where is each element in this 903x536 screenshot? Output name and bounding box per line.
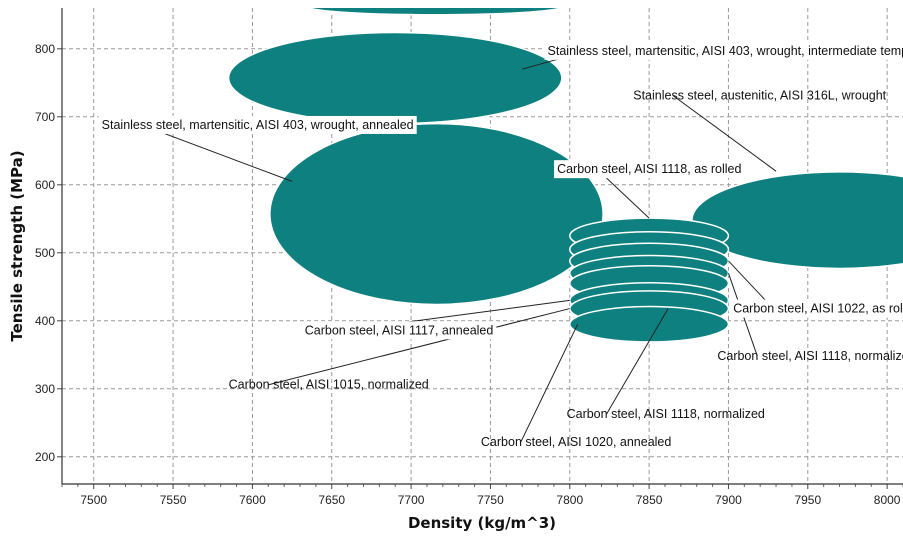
annotation-label: Stainless steel, austenitic, AISI 316L, … (633, 89, 886, 103)
annotation-leader (520, 323, 579, 443)
annotation-leader (268, 308, 570, 386)
annotation-leader (672, 95, 777, 172)
annotation-box (730, 299, 903, 318)
x-tick-label: 7900 (715, 493, 742, 507)
bubble[interactable] (308, 0, 562, 16)
x-tick-label: 7700 (398, 493, 425, 507)
y-tick-label: 800 (35, 42, 55, 56)
x-tick-label: 7750 (477, 493, 504, 507)
axes: 7500 7550 7600 7650 7700 7750 7800 7850 7900 7950… (35, 8, 903, 507)
x-tick-label: 7650 (318, 493, 345, 507)
annotation-label: Carbon steel, AISI 1117, annealed (305, 323, 494, 337)
y-tick-label: 300 (35, 382, 55, 396)
x-tick-label: 7500 (80, 493, 107, 507)
x-tick-label: 8000 (874, 493, 901, 507)
bubble[interactable] (569, 305, 730, 343)
x-tick-label: 7550 (160, 493, 187, 507)
annotation-label: Carbon steel, AISI 1020, annealed (481, 435, 671, 449)
y-tick-label: 600 (35, 178, 55, 192)
x-tick-label: 7600 (239, 493, 266, 507)
y-tick-label: 700 (35, 110, 55, 124)
x-tick-label: 7850 (636, 493, 663, 507)
x-tick-label: 7950 (794, 493, 821, 507)
x-axis-title: Density (kg/m^3) (408, 514, 556, 532)
annotations-layer: Stainless steel, martensitic, AISI 403, … (98, 41, 903, 449)
annotation-label: Carbon steel, AISI 1022, as rolled (733, 302, 903, 316)
annotation-label: Carbon steel, AISI 1015, normalized (229, 378, 429, 392)
annotation-label: Stainless steel, martensitic, AISI 403, … (548, 44, 903, 58)
x-tick-label: 7800 (556, 493, 583, 507)
bubble[interactable] (269, 122, 604, 306)
annotation-box (301, 321, 497, 340)
y-tick-label: 200 (35, 450, 55, 464)
bubble[interactable] (227, 31, 563, 125)
annotation-box (554, 160, 745, 179)
annotation-label: Carbon steel, AISI 1118, as rolled (557, 162, 741, 176)
annotation-box (544, 41, 903, 60)
annotation-label: Stainless steel, martensitic, AISI 403, … (102, 118, 414, 132)
annotation-leader (141, 124, 293, 182)
bubbles-layer (227, 0, 903, 343)
annotation-label: Carbon steel, AISI 1118, normalized (717, 349, 903, 363)
annotation-box (98, 115, 417, 134)
annotation-label: Carbon steel, AISI 1118, normalized (567, 407, 765, 421)
annotation-leader (606, 308, 669, 415)
y-tick-label: 500 (35, 246, 55, 260)
y-tick-label: 400 (35, 314, 55, 328)
y-axis-title: Tensile strength (MPa) (8, 150, 26, 341)
